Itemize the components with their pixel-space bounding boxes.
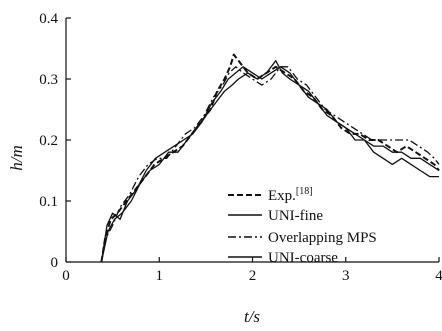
x-axis-title: t/s bbox=[244, 307, 260, 326]
y-tick-label: 0.2 bbox=[39, 133, 58, 149]
legend: Exp.[18] UNI-fine Overlapping MPS UNI-co… bbox=[228, 186, 377, 266]
x-ticks: 0 1 2 3 4 bbox=[62, 257, 442, 284]
legend-label-exp: Exp.[18] bbox=[268, 186, 313, 204]
series-line-uni-coarse bbox=[100, 66, 439, 263]
legend-label-exp-main: Exp. bbox=[268, 188, 296, 204]
x-tick-label: 3 bbox=[342, 268, 350, 284]
y-tick-label: 0.4 bbox=[39, 11, 58, 27]
series-layer bbox=[100, 53, 440, 263]
series-line-exp-18 bbox=[100, 53, 440, 263]
x-tick-label: 0 bbox=[62, 268, 70, 284]
y-ticks: 0 0.1 0.2 0.3 0.4 bbox=[39, 11, 71, 271]
legend-label-uni-fine: UNI-fine bbox=[268, 208, 323, 224]
y-tick-label: 0 bbox=[51, 255, 59, 271]
legend-label-uni-coarse: UNI-coarse bbox=[268, 250, 338, 266]
x-tick-label: 4 bbox=[435, 268, 442, 284]
x-tick-label: 1 bbox=[156, 268, 164, 284]
y-tick-label: 0.3 bbox=[39, 72, 58, 88]
series-line-uni-fine bbox=[100, 60, 440, 263]
x-tick-label: 2 bbox=[249, 268, 257, 284]
legend-label-overlapping-mps: Overlapping MPS bbox=[268, 230, 377, 246]
y-axis-title: h/m bbox=[7, 145, 26, 171]
legend-label-exp-sup: [18] bbox=[296, 186, 313, 197]
y-tick-label: 0.1 bbox=[39, 194, 58, 210]
